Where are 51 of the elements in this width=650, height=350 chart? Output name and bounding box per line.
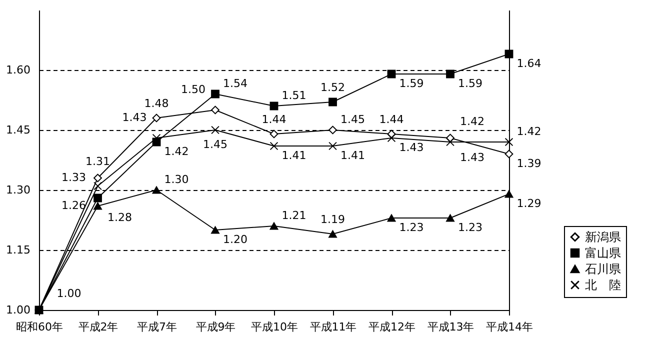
data-label: 1.43 xyxy=(460,151,484,164)
x-tick-label: 平成11年 xyxy=(310,320,357,334)
y-tick-label: 1.15 xyxy=(6,244,30,256)
x-tick-label: 平成7年 xyxy=(137,320,177,334)
data-label: 1.45 xyxy=(203,138,228,151)
data-label: 1.44 xyxy=(379,113,404,126)
data-label: 1.23 xyxy=(399,221,424,234)
legend-label: 富山県 xyxy=(585,246,621,260)
x-tick-label: 平成13年 xyxy=(427,320,474,334)
data-label: 1.30 xyxy=(164,173,189,186)
x-tick-label: 平成12年 xyxy=(368,320,416,334)
data-label: 1.64 xyxy=(516,57,542,70)
x-tick-label: 平成2年 xyxy=(78,320,118,334)
data-label: 1.21 xyxy=(282,209,306,222)
data-label: 1.31 xyxy=(86,155,110,168)
data-label: 1.26 xyxy=(62,199,86,212)
y-tick-label: 1.60 xyxy=(6,64,30,76)
legend-label: 新潟県 xyxy=(585,230,621,244)
data-label: 1.42 xyxy=(516,125,542,138)
data-label: 1.41 xyxy=(340,149,365,162)
data-label: 1.45 xyxy=(340,113,365,126)
data-label: 1.43 xyxy=(399,141,424,154)
legend-label: 石川県 xyxy=(585,262,621,276)
y-tick-label: 1.00 xyxy=(6,304,30,316)
data-label: 1.39 xyxy=(516,157,542,170)
data-label: 1.28 xyxy=(108,211,132,224)
data-label: 1.41 xyxy=(282,149,306,162)
data-label: 1.54 xyxy=(223,77,248,90)
data-label: 1.59 xyxy=(399,77,424,90)
data-label: 1.42 xyxy=(164,145,189,158)
data-label: 1.59 xyxy=(458,77,482,90)
data-label: 1.33 xyxy=(62,171,86,184)
data-label: 1.19 xyxy=(320,213,345,226)
data-label: 1.50 xyxy=(181,83,206,96)
x-tick-label: 平成9年 xyxy=(196,320,236,334)
x-tick-label: 平成10年 xyxy=(251,320,298,334)
data-label: 1.48 xyxy=(144,97,169,110)
y-tick-label: 1.45 xyxy=(6,124,30,136)
data-label: 1.43 xyxy=(122,111,147,124)
data-label: 1.23 xyxy=(458,221,482,234)
data-label: 1.00 xyxy=(56,287,82,300)
x-tick-label: 平成14年 xyxy=(486,320,533,334)
data-label: 1.44 xyxy=(262,113,286,126)
data-label: 1.52 xyxy=(320,81,345,94)
data-label: 1.42 xyxy=(460,115,484,128)
data-label: 1.20 xyxy=(223,233,248,246)
y-tick-label: 1.30 xyxy=(6,184,30,196)
legend-label: 北 陸 xyxy=(585,278,621,292)
x-tick-label: 昭和60年 xyxy=(16,320,63,334)
data-label: 1.51 xyxy=(282,89,306,102)
data-label: 1.29 xyxy=(516,197,542,210)
